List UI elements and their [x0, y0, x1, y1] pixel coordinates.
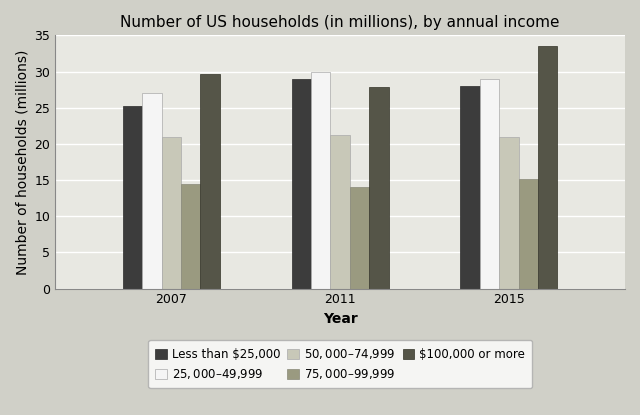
X-axis label: Year: Year: [323, 312, 358, 326]
Bar: [200, 74, 220, 288]
Bar: [350, 187, 369, 288]
Bar: [499, 137, 518, 288]
Y-axis label: Number of households (millions): Number of households (millions): [15, 49, 29, 275]
Bar: [311, 71, 330, 288]
Bar: [369, 88, 388, 288]
Bar: [460, 86, 480, 288]
Bar: [162, 137, 181, 288]
Legend: Less than $25,000, $25,000–$49,999, $50,000–$74,999, $75,000–$99,999, $100,000 o: Less than $25,000, $25,000–$49,999, $50,…: [148, 340, 532, 388]
Bar: [480, 79, 499, 288]
Bar: [518, 178, 538, 288]
Bar: [142, 93, 162, 288]
Bar: [181, 183, 200, 288]
Bar: [330, 135, 350, 288]
Bar: [292, 79, 311, 288]
Title: Number of US households (in millions), by annual income: Number of US households (in millions), b…: [120, 15, 560, 30]
Bar: [123, 106, 142, 288]
Bar: [538, 46, 557, 288]
